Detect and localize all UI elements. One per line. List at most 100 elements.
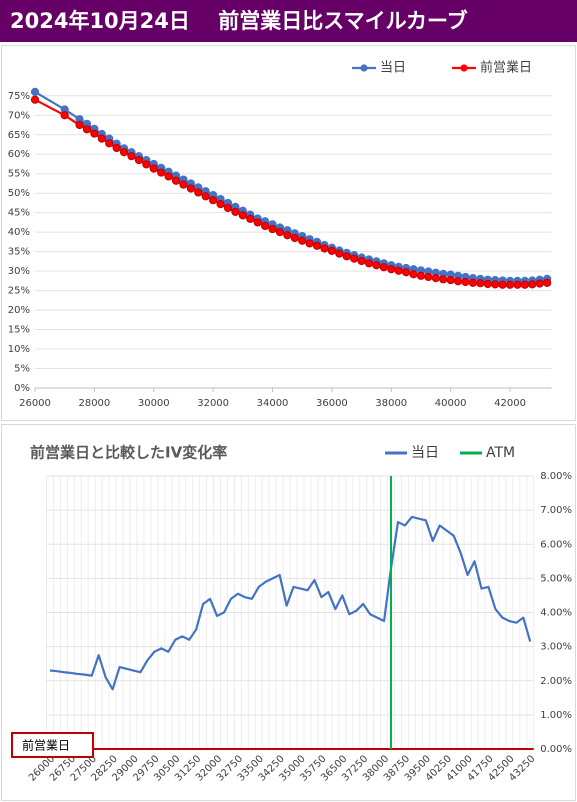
y-tick-label: 15%: [8, 325, 30, 336]
marker: [312, 241, 322, 250]
marker: [476, 279, 485, 288]
legend-label: ATM: [486, 445, 515, 461]
marker: [134, 155, 144, 165]
marker: [446, 275, 455, 285]
marker: [528, 280, 537, 289]
y-tick-label: 10%: [8, 344, 30, 355]
marker: [60, 111, 69, 120]
marker: [364, 259, 374, 268]
y-tick-label: 0%: [14, 383, 30, 394]
marker: [209, 196, 218, 205]
legend-label: 前営業日: [480, 60, 532, 76]
y-tick-label: 55%: [8, 169, 30, 180]
marker: [97, 134, 106, 143]
y2-tick-label: 5.00%: [540, 573, 572, 584]
marker: [513, 280, 522, 289]
x-tick-label: 38000: [375, 398, 407, 409]
series-line: [34, 90, 548, 282]
marker: [171, 176, 181, 185]
marker: [379, 263, 388, 272]
x-tick-label: 26000: [19, 398, 51, 409]
marker: [298, 236, 307, 245]
marker: [453, 277, 463, 286]
marker: [119, 148, 129, 157]
marker: [75, 120, 84, 130]
marker: [268, 224, 277, 234]
marker: [409, 270, 418, 279]
marker: [305, 239, 314, 248]
marker: [335, 249, 344, 258]
x-tick-label: 32000: [197, 398, 229, 409]
marker: [275, 228, 285, 237]
marker: [424, 272, 433, 282]
y2-tick-label: 2.00%: [540, 676, 572, 687]
marker: [260, 221, 270, 231]
y2-tick-label: 1.00%: [540, 710, 572, 721]
marker: [201, 192, 210, 201]
marker: [491, 280, 500, 289]
marker: [439, 275, 448, 284]
y2-tick-label: 0.00%: [540, 744, 572, 755]
marker: [82, 125, 92, 134]
marker: [142, 160, 151, 169]
legend-marker: [460, 64, 468, 72]
marker: [164, 172, 173, 181]
x-tick-label: 36000: [316, 398, 348, 409]
y-tick-label: 70%: [8, 110, 30, 121]
marker: [535, 279, 544, 288]
marker: [543, 278, 552, 287]
marker: [505, 280, 515, 289]
marker: [498, 280, 507, 289]
marker: [246, 214, 255, 224]
marker: [179, 180, 188, 189]
marker: [105, 139, 114, 148]
marker: [223, 203, 233, 213]
marker: [402, 268, 411, 277]
annotation-label: 前営業日: [22, 738, 70, 753]
header-bar: [0, 0, 577, 42]
marker: [342, 252, 351, 261]
marker: [416, 271, 426, 280]
y-tick-label: 30%: [8, 266, 30, 277]
marker: [238, 211, 247, 220]
y-tick-label: 40%: [8, 227, 30, 238]
marker: [372, 261, 381, 270]
marker: [194, 188, 203, 197]
legend-marker: [360, 64, 368, 72]
x-tick-label: 30000: [138, 398, 170, 409]
marker: [216, 200, 225, 209]
marker: [231, 207, 240, 216]
marker: [350, 254, 359, 263]
marker: [357, 256, 366, 266]
x-tick-label: 40000: [435, 398, 467, 409]
marker: [394, 266, 403, 275]
marker: [483, 279, 492, 289]
series-line: [34, 98, 548, 286]
y2-tick-label: 3.00%: [540, 642, 572, 653]
series-line: [49, 515, 532, 691]
annotation-box: [11, 732, 94, 758]
marker: [149, 164, 158, 173]
y-tick-label: 50%: [8, 188, 30, 199]
y-tick-label: 65%: [8, 130, 30, 141]
marker: [253, 218, 262, 227]
marker: [30, 87, 40, 96]
marker: [30, 95, 40, 104]
y-tick-label: 75%: [8, 91, 30, 102]
marker: [112, 143, 121, 153]
y-tick-label: 20%: [8, 305, 30, 316]
y-tick-label: 35%: [8, 247, 30, 258]
marker: [327, 246, 336, 255]
marker: [127, 152, 136, 161]
marker: [520, 280, 529, 289]
y-tick-label: 60%: [8, 149, 30, 160]
y-tick-label: 5%: [14, 364, 30, 375]
x-tick-label: 42000: [494, 398, 526, 409]
y2-tick-label: 6.00%: [540, 539, 572, 550]
marker: [290, 233, 299, 243]
marker: [387, 265, 396, 274]
y2-tick-label: 4.00%: [540, 608, 572, 619]
marker: [431, 274, 440, 283]
